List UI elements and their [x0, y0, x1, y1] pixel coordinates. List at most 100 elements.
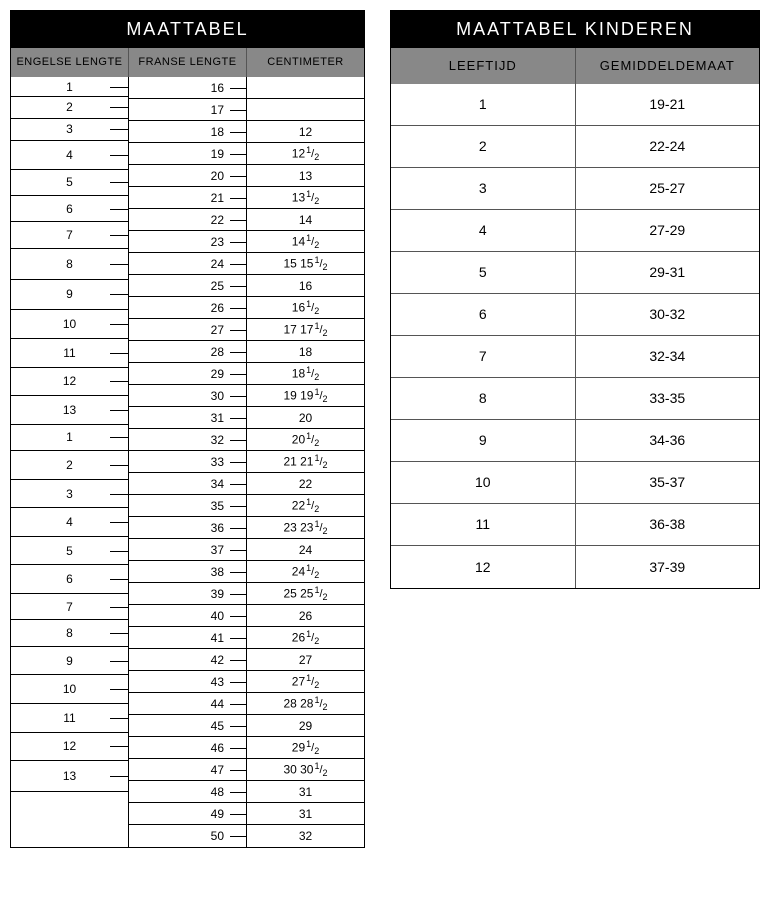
english-value: 4 [66, 515, 73, 529]
cm-value: 271/2 [292, 673, 319, 691]
french-row: 40 [129, 605, 246, 627]
kinderen-row: 1136-38 [391, 504, 759, 546]
cm-row: 22 [247, 473, 364, 495]
french-row: 34 [129, 473, 246, 495]
cm-row: 21 211/2 [247, 451, 364, 473]
english-value: 6 [66, 572, 73, 586]
french-row: 31 [129, 407, 246, 429]
french-row: 50 [129, 825, 246, 847]
cm-value: 15 151/2 [283, 255, 327, 273]
french-value: 41 [211, 631, 224, 645]
french-row: 21 [129, 187, 246, 209]
cm-row: 17 171/2 [247, 319, 364, 341]
cm-row: 271/2 [247, 671, 364, 693]
french-value: 21 [211, 191, 224, 205]
column-engelse: 1234567891011121312345678910111213 [11, 77, 129, 847]
english-value: 13 [63, 769, 76, 783]
english-row: 10 [11, 675, 128, 704]
leeftijd-cell: 9 [391, 420, 576, 461]
maattabel-body: 1234567891011121312345678910111213 16171… [11, 77, 364, 847]
french-row: 16 [129, 77, 246, 99]
french-value: 50 [211, 829, 224, 843]
english-value: 6 [66, 202, 73, 216]
cm-row: 13 [247, 165, 364, 187]
maattabel-panel: MAATTABEL ENGELSE LENGTE FRANSE LENGTE C… [10, 10, 365, 848]
french-row: 43 [129, 671, 246, 693]
maat-cell: 36-38 [576, 504, 760, 545]
kinderen-header-row: LEEFTIJD GEMIDDELDEMAAT [391, 48, 759, 84]
cm-row: 121/2 [247, 143, 364, 165]
french-row: 22 [129, 209, 246, 231]
cm-value: 121/2 [292, 145, 319, 163]
cm-row: 23 231/2 [247, 517, 364, 539]
cm-value: 27 [299, 653, 312, 667]
english-row: 1 [11, 77, 128, 97]
cm-value: 261/2 [292, 629, 319, 647]
english-value: 3 [66, 487, 73, 501]
english-row: 3 [11, 119, 128, 141]
cm-value: 12 [299, 125, 312, 139]
english-row: 11 [11, 704, 128, 733]
cm-value: 22 [299, 477, 312, 491]
kinderen-row: 1035-37 [391, 462, 759, 504]
english-value: 1 [66, 80, 73, 94]
kinderen-row: 1237-39 [391, 546, 759, 588]
cm-value: 14 [299, 213, 312, 227]
cm-row: 31 [247, 781, 364, 803]
french-row: 35 [129, 495, 246, 517]
cm-row: 18 [247, 341, 364, 363]
english-value: 9 [66, 287, 73, 301]
cm-value: 17 171/2 [283, 321, 327, 339]
leeftijd-cell: 8 [391, 378, 576, 419]
french-value: 20 [211, 169, 224, 183]
cm-row: 30 301/2 [247, 759, 364, 781]
english-filler [11, 792, 128, 847]
french-row: 28 [129, 341, 246, 363]
kinderen-row: 119-21 [391, 84, 759, 126]
maat-cell: 33-35 [576, 378, 760, 419]
cm-value: 181/2 [292, 365, 319, 383]
leeftijd-cell: 7 [391, 336, 576, 377]
french-value: 26 [211, 301, 224, 315]
cm-row [247, 77, 364, 99]
french-value: 27 [211, 323, 224, 337]
english-row: 10 [11, 310, 128, 339]
leeftijd-cell: 4 [391, 210, 576, 251]
french-value: 44 [211, 697, 224, 711]
french-row: 42 [129, 649, 246, 671]
english-row: 6 [11, 196, 128, 222]
english-row: 8 [11, 249, 128, 280]
english-value: 2 [66, 100, 73, 114]
english-row: 11 [11, 339, 128, 368]
cm-row: 32 [247, 825, 364, 847]
maat-cell: 22-24 [576, 126, 760, 167]
kinderen-row: 325-27 [391, 168, 759, 210]
french-value: 19 [211, 147, 224, 161]
maat-cell: 37-39 [576, 546, 760, 588]
cm-row: 201/2 [247, 429, 364, 451]
leeftijd-cell: 11 [391, 504, 576, 545]
kinderen-row: 427-29 [391, 210, 759, 252]
cm-row: 241/2 [247, 561, 364, 583]
english-row: 12 [11, 368, 128, 397]
english-row: 13 [11, 396, 128, 425]
cm-row: 24 [247, 539, 364, 561]
french-row: 30 [129, 385, 246, 407]
cm-value: 291/2 [292, 739, 319, 757]
leeftijd-cell: 12 [391, 546, 576, 588]
french-value: 40 [211, 609, 224, 623]
cm-row: 26 [247, 605, 364, 627]
french-value: 35 [211, 499, 224, 513]
header-engelse-lengte: ENGELSE LENGTE [11, 48, 129, 77]
french-value: 28 [211, 345, 224, 359]
maat-cell: 29-31 [576, 252, 760, 293]
french-row: 46 [129, 737, 246, 759]
cm-row: 261/2 [247, 627, 364, 649]
cm-value: 21 211/2 [283, 453, 327, 471]
english-row: 9 [11, 647, 128, 676]
english-value: 5 [66, 544, 73, 558]
french-value: 42 [211, 653, 224, 667]
french-row: 23 [129, 231, 246, 253]
english-value: 5 [66, 175, 73, 189]
english-value: 13 [63, 403, 76, 417]
